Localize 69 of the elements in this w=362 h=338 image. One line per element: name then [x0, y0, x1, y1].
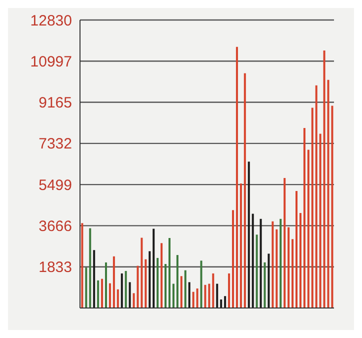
- bar: [276, 229, 278, 308]
- bar: [319, 134, 322, 308]
- bar: [280, 218, 282, 308]
- y-tick-label: 10997: [30, 53, 72, 70]
- bar: [81, 223, 84, 308]
- bar: [288, 227, 290, 308]
- bar: [164, 264, 167, 308]
- y-tick-label: 7332: [38, 136, 72, 153]
- bar: [311, 108, 314, 308]
- bar: [188, 282, 190, 308]
- y-tick-label: 12830: [30, 12, 72, 30]
- bar: [140, 238, 143, 308]
- bar: [292, 239, 294, 308]
- bar: [200, 260, 202, 308]
- bar: [272, 221, 274, 308]
- bar: [327, 80, 330, 308]
- bar: [85, 268, 88, 308]
- bar: [296, 191, 298, 308]
- bar: [248, 162, 250, 308]
- bar: [184, 270, 186, 308]
- bar: [152, 228, 155, 308]
- bar: [176, 255, 178, 308]
- bar: [260, 218, 262, 308]
- bar: [89, 228, 92, 308]
- bar: [168, 238, 171, 308]
- bar: [220, 299, 222, 308]
- bar: [192, 292, 194, 308]
- bar: [93, 250, 96, 308]
- bar: [108, 283, 111, 308]
- bar: [232, 210, 234, 308]
- bar: [315, 85, 318, 308]
- bar: [323, 50, 326, 308]
- bar: [303, 128, 306, 308]
- bar: [196, 288, 198, 308]
- bar: [264, 262, 266, 308]
- y-tick-label: 5499: [38, 176, 72, 194]
- bar: [132, 293, 135, 308]
- bar: [204, 284, 206, 308]
- bar: [120, 273, 123, 308]
- bar: [252, 214, 254, 308]
- bar: [180, 276, 182, 308]
- bar: [216, 284, 218, 308]
- bar: [116, 289, 119, 308]
- bar: [268, 254, 270, 308]
- bar: [148, 251, 151, 308]
- bar: [236, 46, 238, 308]
- bar: [208, 284, 210, 308]
- bar: [105, 262, 108, 308]
- bar: [160, 243, 163, 308]
- bar: [224, 296, 226, 308]
- y-tick-label: 9165: [38, 94, 72, 112]
- bar: [212, 273, 214, 308]
- bar: [156, 258, 159, 308]
- bar: [172, 284, 174, 308]
- bar: [307, 150, 310, 308]
- bar: [128, 282, 131, 308]
- bar: [240, 184, 242, 308]
- bar: [299, 213, 302, 308]
- bar: [256, 234, 258, 308]
- bar: [244, 73, 246, 308]
- bar: [284, 178, 286, 308]
- bar: [144, 259, 147, 308]
- bar: [97, 280, 100, 308]
- bar: [112, 256, 115, 308]
- bar: [124, 270, 127, 308]
- y-tick-label: 1833: [38, 259, 72, 276]
- bar: [228, 273, 230, 308]
- y-tick-label: 3666: [38, 218, 72, 236]
- bar: [101, 278, 104, 308]
